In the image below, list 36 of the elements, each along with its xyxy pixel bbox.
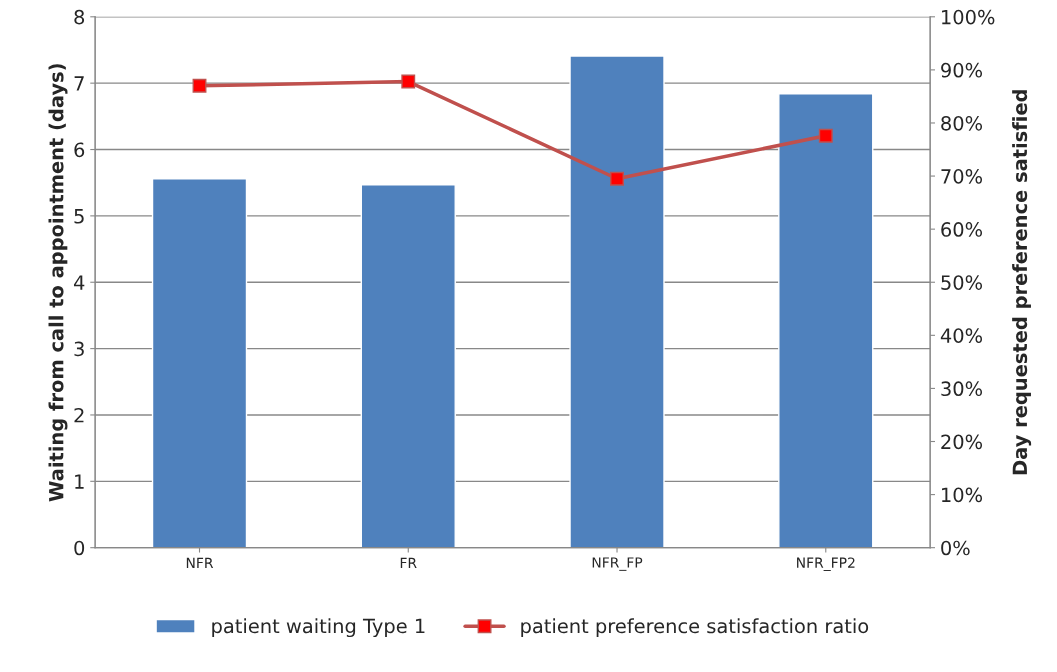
point xyxy=(192,78,207,93)
y-tick-label: 8 xyxy=(74,9,85,25)
point xyxy=(401,74,416,89)
y2-tick-label: 20% xyxy=(941,434,983,450)
y2-tick-label: 0% xyxy=(941,540,970,556)
y-tick-label: 3 xyxy=(74,341,84,357)
point xyxy=(610,171,624,186)
bar xyxy=(360,183,456,548)
x-tick-label: NFR xyxy=(186,557,214,568)
y2-tick-label: 100% xyxy=(942,9,995,25)
y-tick-label: 6 xyxy=(74,142,85,158)
y2-tick-label: 60% xyxy=(941,222,983,237)
legend-label: patient waiting Type 1 xyxy=(212,618,425,638)
bar xyxy=(151,178,248,548)
y2-tick-label: 80% xyxy=(941,115,983,131)
x-tick-label: NFR_FP2 xyxy=(797,557,855,571)
y-tick-label: 0 xyxy=(74,540,85,556)
point xyxy=(818,128,833,143)
y2-tick-label: 40% xyxy=(940,328,983,343)
y-tick-label: 4 xyxy=(73,275,85,290)
y-tick-label: 7 xyxy=(74,76,84,91)
legend-label: patient preference satisfaction ratio xyxy=(521,618,869,638)
y2-tick-label: 10% xyxy=(942,487,983,503)
y-tick-label: 2 xyxy=(74,407,84,423)
y-axis-title: Waiting from call to appointment (days) xyxy=(48,64,68,502)
x-tick-label: FR xyxy=(400,557,417,568)
y-tick-label: 5 xyxy=(74,209,84,224)
y2-axis-title: Day requested preference satisfied xyxy=(1012,90,1032,475)
y-tick-label: 1 xyxy=(75,474,84,489)
y2-tick-label: 30% xyxy=(941,381,983,397)
y2-tick-label: 90% xyxy=(941,62,983,78)
y2-tick-label: 70% xyxy=(941,169,983,184)
y2-tick-label: 50% xyxy=(941,275,983,290)
bar xyxy=(569,55,665,548)
x-tick-label: NFR_FP xyxy=(592,557,643,571)
bar xyxy=(778,93,874,548)
